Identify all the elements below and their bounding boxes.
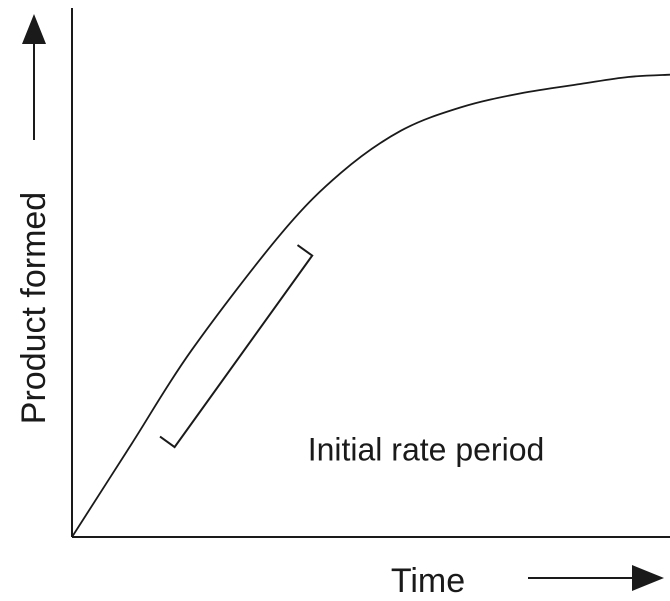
y-axis-arrow-icon	[22, 14, 46, 44]
product-curve	[71, 73, 670, 538]
x-axis-arrow-icon	[632, 565, 664, 591]
initial-rate-bracket	[159, 244, 314, 449]
x-axis-label: Time	[391, 562, 465, 600]
y-axis-label: Product formed	[15, 192, 53, 424]
initial-rate-label: Initial rate period	[308, 431, 545, 467]
